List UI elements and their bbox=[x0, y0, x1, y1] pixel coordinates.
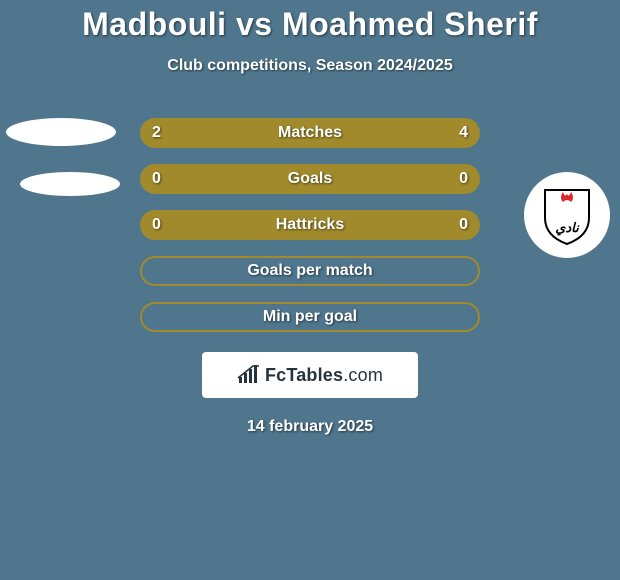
stat-label: Matches bbox=[140, 124, 480, 142]
stat-bar: Goals per match bbox=[140, 256, 480, 286]
stat-rows: نادي 2 Matches 4 0 Goals 0 0 Hattricks 0 bbox=[0, 118, 620, 348]
footer: FcTables.com 14 february 2025 bbox=[0, 352, 620, 436]
logo-box: FcTables.com bbox=[202, 352, 418, 398]
page-title: Madbouli vs Moahmed Sherif bbox=[0, 0, 620, 43]
logo-text: FcTables.com bbox=[265, 365, 383, 386]
stat-bar: Min per goal bbox=[140, 302, 480, 332]
stat-right-value: 0 bbox=[459, 170, 468, 188]
stat-bar: 0 Hattricks 0 bbox=[140, 210, 480, 240]
stat-row: 0 Goals 0 bbox=[0, 164, 620, 194]
stat-label: Min per goal bbox=[142, 308, 478, 326]
infographic-root: Madbouli vs Moahmed Sherif Club competit… bbox=[0, 0, 620, 580]
stat-label: Hattricks bbox=[140, 216, 480, 234]
logo-suffix: .com bbox=[343, 365, 383, 385]
stat-row: Min per goal bbox=[0, 302, 620, 332]
stat-bar: 0 Goals 0 bbox=[140, 164, 480, 194]
stat-row: Goals per match bbox=[0, 256, 620, 286]
stat-right-value: 0 bbox=[459, 216, 468, 234]
stat-right-value: 4 bbox=[459, 124, 468, 142]
page-subtitle: Club competitions, Season 2024/2025 bbox=[0, 57, 620, 75]
date-label: 14 february 2025 bbox=[0, 418, 620, 436]
logo-main: FcTables bbox=[265, 365, 343, 385]
stat-row: 2 Matches 4 bbox=[0, 118, 620, 148]
bar-chart-icon bbox=[237, 365, 261, 385]
stat-bar: 2 Matches 4 bbox=[140, 118, 480, 148]
stat-label: Goals per match bbox=[142, 262, 478, 280]
stat-row: 0 Hattricks 0 bbox=[0, 210, 620, 240]
stat-label: Goals bbox=[140, 170, 480, 188]
